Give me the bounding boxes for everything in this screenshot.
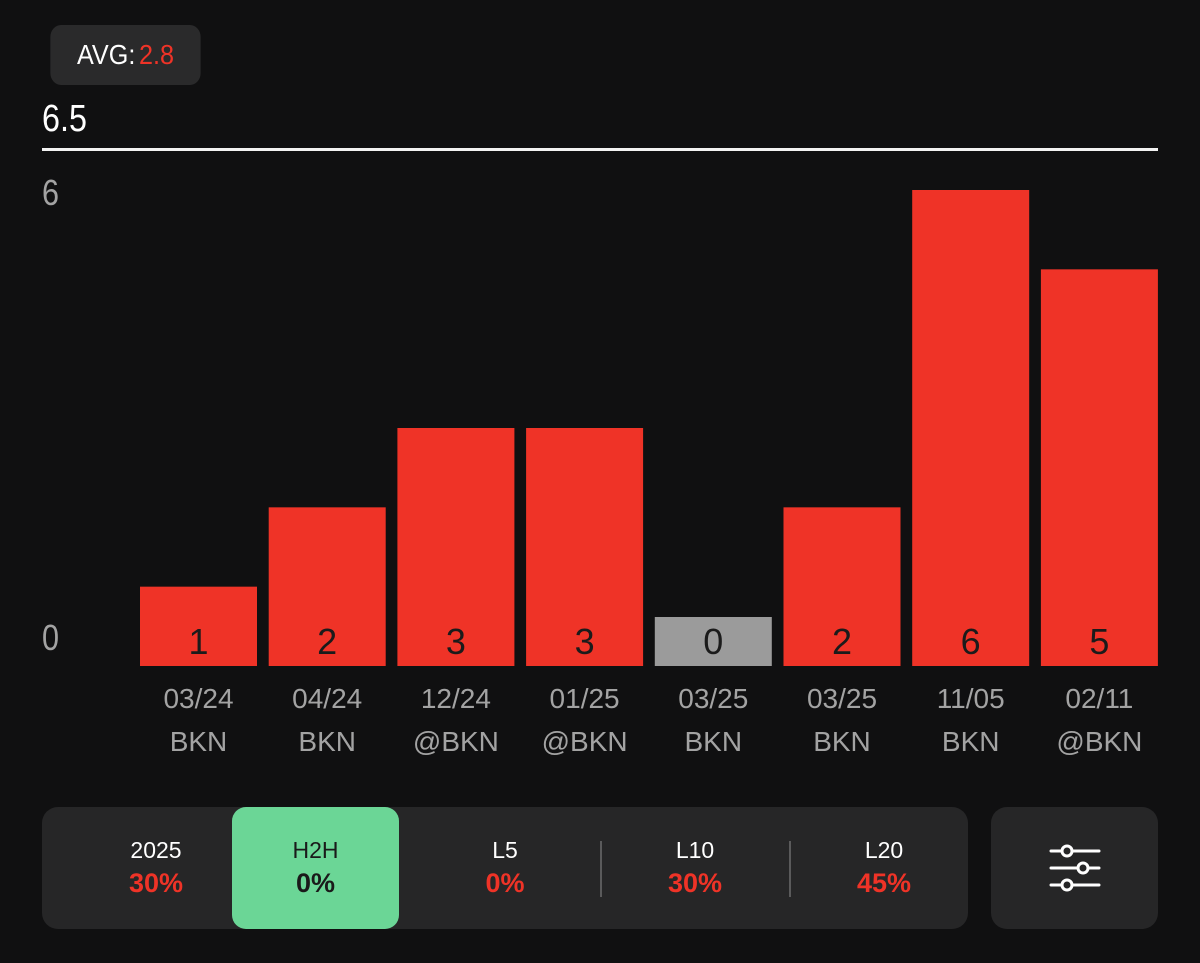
bar-chart: 1 03/24 BKN 2 04/24 BKN 3 12/24 @BKN 3 01/25 @BKN 0 0…: [140, 190, 1158, 757]
bar[interactable]: [397, 428, 515, 666]
bar-value-label: 6: [961, 621, 981, 662]
y-tick-max: 6: [42, 172, 60, 213]
tab-l10[interactable]: L10 30%: [602, 807, 788, 929]
x-tick-opponent: @BKN: [413, 726, 499, 757]
bar-value-label: 2: [317, 621, 337, 662]
x-tick-date: 01/25: [550, 683, 620, 714]
x-tick-date: 03/24: [163, 683, 233, 714]
bar[interactable]: [140, 586, 257, 666]
bar-value-label: 0: [703, 621, 723, 662]
average-badge: AVG: 2.8: [50, 25, 201, 85]
x-tick-date: 04/24: [292, 683, 362, 714]
x-tick-date: 03/25: [678, 683, 748, 714]
tab-label: L20: [864, 837, 904, 863]
tab-label: 2025: [130, 837, 182, 863]
y-tick-min: 0: [42, 617, 60, 658]
bar-value-label: 2: [832, 621, 852, 662]
tab-h2h[interactable]: H2H 0%: [232, 807, 399, 929]
tab-divider: [789, 841, 791, 897]
x-tick-opponent: BKN: [298, 726, 356, 757]
tab-divider: [600, 841, 602, 897]
bar-value-label: 1: [188, 621, 208, 662]
prop-line-value: 6.5: [42, 98, 87, 140]
bar[interactable]: [912, 190, 1030, 666]
average-value: 2.8: [138, 39, 175, 70]
tab-l20[interactable]: L20 45%: [791, 807, 977, 929]
prop-line: [42, 148, 1158, 151]
x-tick-opponent: BKN: [942, 726, 1000, 757]
x-tick-opponent: @BKN: [1056, 726, 1142, 757]
x-tick-opponent: @BKN: [542, 726, 628, 757]
x-tick-opponent: BKN: [685, 726, 743, 757]
x-tick-date: 12/24: [421, 683, 491, 714]
x-tick-opponent: BKN: [813, 726, 871, 757]
tab-l5[interactable]: L5 0%: [410, 807, 600, 929]
bar[interactable]: [268, 507, 386, 666]
tab-value: 0%: [295, 868, 336, 898]
sliders-icon: [1049, 844, 1100, 892]
bar[interactable]: [526, 428, 644, 666]
tab-label: L5: [492, 837, 518, 863]
x-tick-date: 03/25: [807, 683, 877, 714]
settings-button[interactable]: [991, 807, 1158, 929]
bar[interactable]: [1040, 269, 1158, 666]
x-tick-date: 11/05: [937, 683, 1005, 714]
filter-tabs: 2025 30% H2H 0% L5 0% L10 30% L20 45%: [42, 807, 968, 929]
bar-value-label: 3: [446, 621, 466, 662]
bar[interactable]: [783, 507, 901, 666]
bar-value-label: 3: [575, 621, 595, 662]
bar[interactable]: [654, 617, 772, 666]
tab-value: 30%: [667, 868, 723, 898]
x-tick-opponent: BKN: [170, 726, 228, 757]
bar-value-label: 5: [1089, 621, 1109, 662]
tab-label: H2H: [292, 837, 339, 863]
average-label: AVG:: [76, 39, 136, 70]
x-tick-date: 02/11: [1065, 683, 1133, 714]
tab-value: 30%: [128, 868, 184, 898]
tab-value: 45%: [856, 868, 912, 898]
tab-2025[interactable]: 2025 30%: [42, 807, 270, 929]
tab-label: L10: [675, 837, 715, 863]
tab-value: 0%: [485, 868, 525, 898]
